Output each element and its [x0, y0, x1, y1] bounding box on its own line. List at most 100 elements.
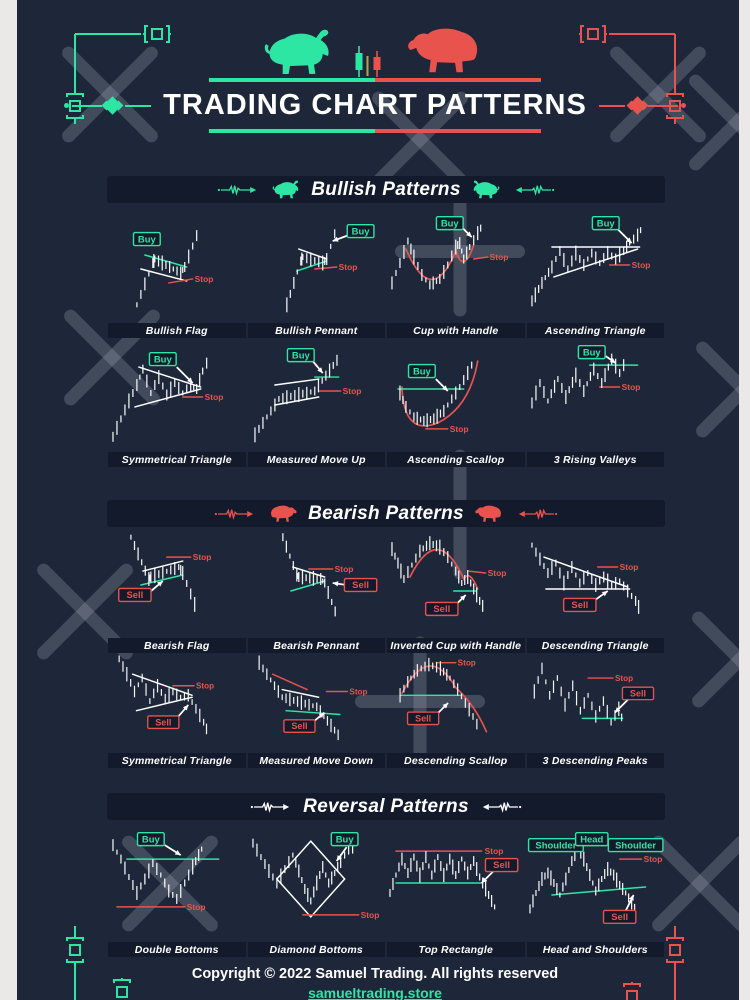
svg-text:Buy: Buy [335, 834, 354, 845]
pattern-cell-top-rectangle: Stop Sell [386, 822, 526, 940]
svg-text:Stop: Stop [349, 687, 367, 696]
pattern-cell-measured-move-down: Stop Sell [247, 655, 387, 751]
pattern-caption: Bearish Flag [108, 638, 246, 653]
pattern-cell-symmetrical-triangle: Stop Buy [107, 340, 247, 450]
pattern-caption: Cup with Handle [387, 323, 525, 338]
svg-text:Stop: Stop [490, 252, 509, 262]
pattern-caption: Descending Triangle [526, 638, 664, 653]
pattern-caption: Top Rectangle [387, 942, 525, 957]
pattern-chart-symmetrical-triangle: Stop Sell [118, 655, 214, 735]
svg-text:Buy: Buy [582, 347, 601, 358]
title-decoration-left-icon [64, 96, 152, 115]
divider-top [209, 78, 541, 82]
pattern-cell-head-and-shoulders: Stop Shoulder Head Shoulder Sell [526, 822, 666, 940]
svg-text:Sell: Sell [291, 721, 307, 731]
pattern-caption: Ascending Scallop [387, 452, 525, 467]
svg-text:Stop: Stop [338, 262, 357, 272]
bull-icon [255, 26, 341, 78]
svg-text:Shoulder: Shoulder [535, 840, 576, 851]
pattern-caption: Bullish Pennant [247, 323, 385, 338]
svg-text:Stop: Stop [360, 910, 379, 920]
pattern-cell-double-bottoms: Stop Buy [107, 822, 247, 940]
svg-text:Buy: Buy [154, 354, 173, 365]
bull-icon [270, 179, 302, 200]
svg-text:Buy: Buy [142, 834, 161, 845]
pattern-chart-bearish-pennant: Stop Sell [281, 533, 377, 617]
svg-text:Buy: Buy [413, 366, 432, 377]
pattern-caption: Symmetrical Triangle [108, 753, 246, 768]
svg-text:Head: Head [580, 834, 603, 845]
pattern-caption: Measured Move Down [247, 753, 385, 768]
pattern-caption: Ascending Triangle [526, 323, 664, 338]
bear-icon [267, 503, 299, 524]
svg-text:Sell: Sell [493, 860, 510, 871]
svg-text:Buy: Buy [291, 350, 310, 361]
pattern-chart-symmetrical-triangle: Stop Buy [112, 351, 223, 442]
svg-text:Sell: Sell [611, 912, 628, 923]
pattern-caption: Diamond Bottoms [247, 942, 385, 957]
svg-text:Sell: Sell [629, 688, 645, 698]
poster-footer: Copyright © 2022 Samuel Trading. All rig… [0, 966, 750, 1000]
pattern-caption: Head and Shoulders [526, 942, 664, 957]
pattern-caption: Bearish Pennant [247, 638, 385, 653]
pattern-cell-3-descending-peaks: Stop Sell [526, 655, 666, 751]
svg-text:Stop: Stop [187, 902, 206, 912]
pulse-arrow-icon [511, 184, 555, 196]
svg-text:Stop: Stop [614, 674, 632, 683]
pattern-chart-ascending-triangle: Stop Buy [530, 215, 650, 307]
footer-website-link[interactable]: samueltrading.store [308, 985, 442, 1000]
svg-text:Buy: Buy [138, 234, 157, 245]
section-title-bearish: Bearish Patterns [308, 502, 464, 524]
svg-text:Buy: Buy [351, 226, 370, 237]
footer-copyright: Copyright © 2022 Samuel Trading. All rig… [191, 966, 559, 982]
svg-text:Sell: Sell [352, 580, 369, 591]
svg-text:Stop: Stop [485, 846, 504, 856]
circuit-decoration-top-right [579, 25, 684, 124]
svg-text:Stop: Stop [488, 568, 507, 578]
pulse-arrow-icon [250, 801, 294, 813]
pattern-chart-3-descending-peaks: Stop Sell [533, 662, 654, 726]
pattern-chart-bullish-flag: Stop Buy [132, 230, 213, 308]
svg-text:Stop: Stop [631, 260, 650, 270]
section-title-reversal: Reversal Patterns [303, 795, 469, 817]
pattern-cell-bearish-flag: Stop Sell [107, 530, 247, 636]
pattern-chart-top-rectangle: Stop Sell [389, 846, 519, 910]
pattern-chart-bullish-pennant: Stop Buy [285, 223, 375, 313]
pattern-cell-descending-triangle: Stop Sell [526, 530, 666, 636]
divider-bottom [209, 129, 541, 133]
pattern-caption: Bullish Flag [108, 323, 246, 338]
pattern-cell-inverted-cup-with-handle: Stop Sell [386, 530, 526, 636]
svg-text:Sell: Sell [415, 713, 431, 723]
pattern-cell-symmetrical-triangle: Stop Sell [107, 655, 247, 751]
candlesticks-icon [355, 46, 381, 77]
pattern-chart-measured-move-down: Stop Sell [258, 655, 367, 741]
pattern-cell-bullish-pennant: Stop Buy [247, 205, 387, 321]
svg-text:Buy: Buy [596, 218, 615, 229]
pulse-arrow-icon [217, 184, 261, 196]
pattern-chart-diamond-bottoms: Stop Buy [251, 831, 379, 920]
pattern-caption: Symmetrical Triangle [108, 452, 246, 467]
svg-text:Stop: Stop [619, 562, 638, 572]
svg-text:Stop: Stop [450, 424, 469, 434]
pattern-cell-descending-scallop: Stop Sell [386, 655, 526, 751]
svg-text:Stop: Stop [621, 382, 640, 392]
pattern-caption: Inverted Cup with Handle [387, 638, 525, 653]
pattern-caption: Descending Scallop [387, 753, 525, 768]
pattern-caption: Measured Move Up [247, 452, 385, 467]
pattern-caption: 3 Rising Valleys [526, 452, 664, 467]
bear-icon [395, 22, 495, 78]
pulse-arrow-icon [478, 801, 522, 813]
photo-edge-left [0, 0, 17, 1000]
pattern-cell-3-rising-valleys: Stop Buy [526, 340, 666, 450]
svg-text:Stop: Stop [334, 564, 353, 574]
pattern-cell-ascending-scallop: Stop Buy [386, 340, 526, 450]
svg-text:Sell: Sell [433, 604, 450, 615]
pattern-caption: 3 Descending Peaks [526, 753, 664, 768]
pattern-cell-bearish-pennant: Stop Sell [247, 530, 387, 636]
pattern-row: Stop Buy Stop Buy Stop Buy Stop Buy Bullish Flag… [107, 205, 665, 338]
poster-header: TRADING CHART PATTERNS [0, 24, 750, 133]
pattern-chart-inverted-cup-with-handle: Stop Sell [391, 536, 507, 617]
pattern-cell-measured-move-up: Stop Buy [247, 340, 387, 450]
pattern-chart-3-rising-valleys: Stop Buy [530, 344, 640, 409]
page-title: TRADING CHART PATTERNS [163, 89, 587, 121]
